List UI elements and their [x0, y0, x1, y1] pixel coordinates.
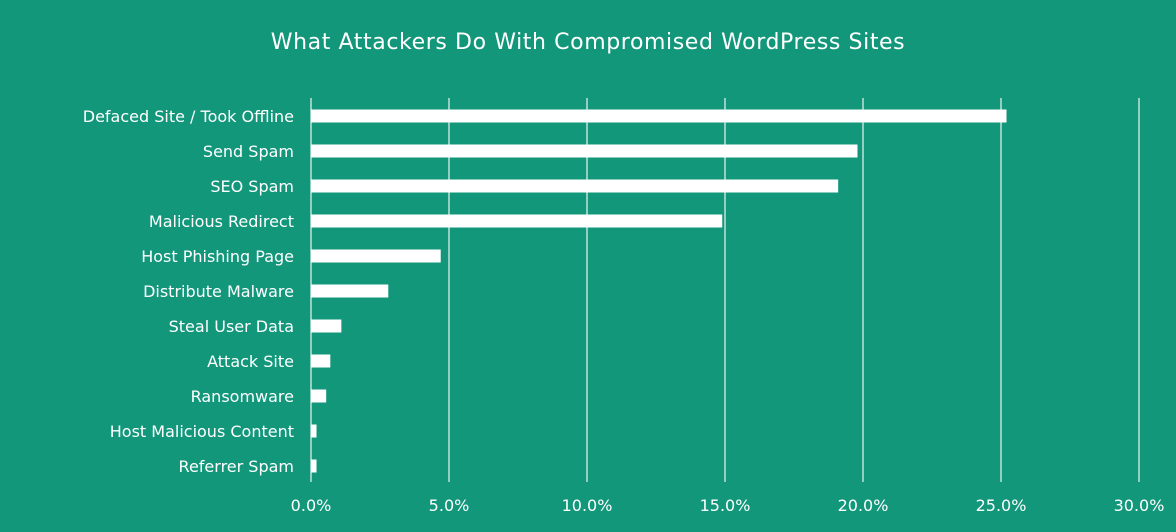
chart-title: What Attackers Do With Compromised WordP… — [270, 30, 906, 55]
category-label: Send Spam — [203, 142, 294, 161]
bar-malicious-redirect — [311, 214, 723, 228]
x-tick-label: 20.0% — [838, 496, 889, 515]
bar-send-spam — [311, 144, 858, 158]
bar-seo-spam — [311, 179, 839, 193]
x-tick-labels: 0.0% 5.0% 10.0% 15.0% 20.0% 25.0% 30.0% — [291, 496, 1165, 515]
x-tick-label: 30.0% — [1114, 496, 1165, 515]
bar-host-phishing-page — [311, 249, 441, 263]
category-label: Host Phishing Page — [141, 247, 294, 266]
category-label: Ransomware — [191, 387, 294, 406]
x-tick-label: 0.0% — [291, 496, 332, 515]
bar-attack-site — [311, 354, 331, 368]
bar-referrer-spam — [311, 459, 317, 473]
category-labels: Defaced Site / Took Offline Send Spam SEO … — [83, 107, 294, 476]
bar-defaced-site-took-offline — [311, 109, 1007, 123]
x-tick-label: 15.0% — [700, 496, 751, 515]
x-tick-label: 25.0% — [976, 496, 1027, 515]
bar-ransomware — [311, 389, 327, 403]
bar-steal-user-data — [311, 319, 342, 333]
category-label: Attack Site — [207, 352, 294, 371]
category-label: Referrer Spam — [179, 457, 294, 476]
bar-host-malicious-content — [311, 424, 317, 438]
x-tick-label: 10.0% — [562, 496, 613, 515]
category-label: Malicious Redirect — [149, 212, 294, 231]
x-tick-label: 5.0% — [429, 496, 470, 515]
category-label: Distribute Malware — [143, 282, 294, 301]
category-label: Steal User Data — [169, 317, 294, 336]
gridlines — [310, 98, 1140, 482]
category-label: Defaced Site / Took Offline — [83, 107, 294, 126]
bars — [311, 109, 1007, 473]
bar-distribute-malware — [311, 284, 389, 298]
category-label: Host Malicious Content — [110, 422, 294, 441]
category-label: SEO Spam — [210, 177, 294, 196]
